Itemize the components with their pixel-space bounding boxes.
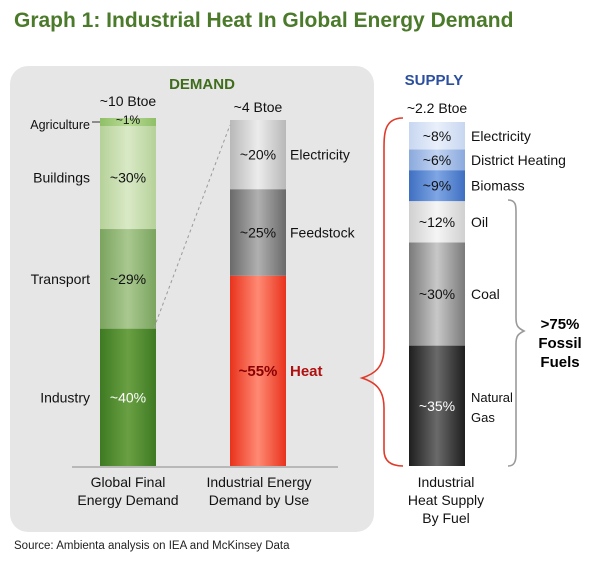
segment-label-feedstock: Feedstock <box>290 224 356 240</box>
bar2-category-line-1: Industrial Energy <box>206 474 311 490</box>
segment-label-electricity: Electricity <box>471 128 531 144</box>
demand-panel <box>10 66 374 532</box>
pct-label-oil: ~12% <box>419 214 455 230</box>
segment-electricity <box>409 122 465 150</box>
total-label: ~2.2 Btoe <box>407 100 468 116</box>
segment-oil <box>409 201 465 243</box>
bar-global-final-energy-demand: ~40% Industry ~29% Transport ~30% Buildings ~1… <box>30 93 157 466</box>
segment-label-agriculture: Agriculture <box>30 118 90 132</box>
segment-coal <box>409 242 465 346</box>
fossil-line-3: Fuels <box>540 354 579 371</box>
pct-label-transport: ~29% <box>110 271 146 287</box>
segment-natural-gas <box>409 345 465 466</box>
pct-label-coal: ~30% <box>419 286 455 302</box>
segment-label-coal: Coal <box>471 286 500 302</box>
segment-district-heating <box>409 149 465 171</box>
segment-electricity <box>230 120 286 190</box>
bar1-category-line-2: Energy Demand <box>77 492 178 508</box>
segment-industry <box>100 328 156 466</box>
segment-label-oil: Oil <box>471 214 488 230</box>
segment-buildings <box>100 126 156 230</box>
segment-label-electricity: Electricity <box>290 147 350 163</box>
segment-label-industry: Industry <box>40 389 90 405</box>
segment-label-heat: Heat <box>290 363 323 380</box>
category-label-bar2: Industrial Energy Demand by Use <box>206 474 311 508</box>
pct-label-district-heating: ~6% <box>423 152 451 168</box>
bar3-category-line-2: Heat Supply <box>408 492 484 508</box>
segment-label-natural-gas-line-2: Gas <box>471 410 495 425</box>
segment-label-biomass: Biomass <box>471 178 525 194</box>
segment-label-district-heating: District Heating <box>471 152 566 168</box>
source-note: Source: Ambienta analysis on IEA and McK… <box>14 540 290 552</box>
pct-label-industry: ~40% <box>110 389 146 405</box>
pct-label-agriculture: ~1% <box>116 113 141 127</box>
segment-label-buildings: Buildings <box>33 170 90 186</box>
bar3-category-line-3: By Fuel <box>422 510 469 526</box>
pct-label-electricity: ~8% <box>423 128 451 144</box>
segment-label-transport: Transport <box>31 271 91 287</box>
segment-label-natural-gas-line-1: Natural <box>471 390 513 405</box>
bar3-category-line-1: Industrial <box>418 474 475 490</box>
bar1-category-line-1: Global Final <box>91 474 166 490</box>
segment-biomass <box>409 170 465 202</box>
pct-label-electricity: ~20% <box>240 147 276 163</box>
fossil-bracket <box>507 199 526 467</box>
pct-label-feedstock: ~25% <box>240 224 276 240</box>
fossil-line-1: >75% <box>541 316 580 333</box>
total-label: ~10 Btoe <box>100 93 157 109</box>
pct-label-buildings: ~30% <box>110 170 146 186</box>
pct-label-natural-gas: ~35% <box>419 398 455 414</box>
category-label-bar1: Global Final Energy Demand <box>77 474 178 508</box>
segment-feedstock <box>230 189 286 276</box>
segment-transport <box>100 229 156 329</box>
bar-industrial-heat-supply-by-fuel: ~35% Natural Gas ~30% Coal ~12% Oil ~9% Biomass ~… <box>407 100 566 466</box>
bar2-category-line-2: Demand by Use <box>209 492 310 508</box>
pct-label-biomass: ~9% <box>423 178 451 194</box>
heat-bracket <box>359 117 404 467</box>
segment-agriculture <box>100 118 156 126</box>
chart-title: Graph 1: Industrial Heat In Global Energ… <box>14 9 514 32</box>
fossil-annotation: >75% Fossil Fuels <box>538 316 581 371</box>
supply-header: SUPPLY <box>405 72 464 89</box>
bar-industrial-energy-demand-by-use: ~55% Heat ~25% Feedstock ~20% Electricity ~4 B… <box>230 99 356 466</box>
connector-top-dashed <box>153 124 231 329</box>
fossil-line-2: Fossil <box>538 335 581 352</box>
demand-header: DEMAND <box>169 76 235 93</box>
segment-heat <box>230 275 286 466</box>
pct-label-heat: ~55% <box>239 363 278 380</box>
total-label: ~4 Btoe <box>234 99 283 115</box>
category-label-bar3: Industrial Heat Supply By Fuel <box>408 474 484 526</box>
